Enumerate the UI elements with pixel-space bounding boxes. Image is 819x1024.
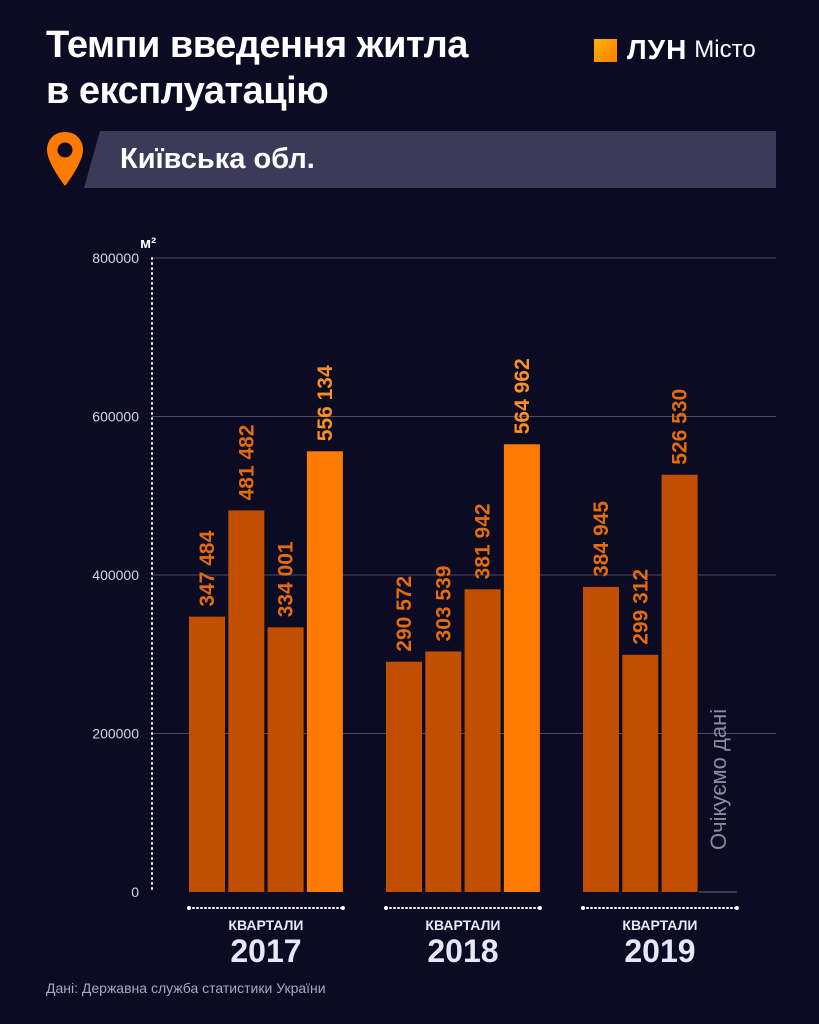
bar xyxy=(386,661,422,892)
bar xyxy=(228,510,265,892)
value-label: 384 945 xyxy=(590,501,613,577)
y-tick-label: 200000 xyxy=(92,726,139,742)
bar xyxy=(622,654,659,892)
logo-brand: ЛУН xyxy=(627,34,688,65)
location-pin-icon xyxy=(47,132,83,186)
bar xyxy=(583,586,619,892)
page-title: Темпи введення житла в експлуатацію xyxy=(46,22,468,114)
value-label: 556 134 xyxy=(314,365,337,441)
value-label: 526 530 xyxy=(669,389,692,465)
group-caption: КВАРТАЛИ xyxy=(622,917,697,933)
group-underline-end xyxy=(734,906,739,910)
title-line-1: Темпи введення житла xyxy=(46,24,468,66)
group-underline-end xyxy=(384,906,388,910)
logo-city: Місто xyxy=(694,36,756,63)
y-unit-label: м² xyxy=(140,235,156,252)
y-tick-label: 600000 xyxy=(92,409,139,425)
data-source: Дані: Державна служба статистики України xyxy=(46,980,326,996)
value-label: 290 572 xyxy=(393,576,416,652)
pending-data-label: Очікуємо дані xyxy=(706,709,731,850)
group-underline-end xyxy=(537,906,542,910)
lun-misto-logo: ЛУН Місто xyxy=(594,34,756,65)
y-tick-label: 800000 xyxy=(92,250,139,266)
y-tick-label: 0 xyxy=(131,884,139,900)
value-label: 334 001 xyxy=(275,541,298,617)
bar xyxy=(503,444,540,892)
y-axis: м² 0 200000 400000 600000 800000 xyxy=(92,235,156,900)
bar xyxy=(464,589,501,892)
value-label: 381 942 xyxy=(472,503,495,579)
title-line-2: в експлуатацію xyxy=(46,70,329,112)
group-year: 2017 xyxy=(230,933,301,969)
bar xyxy=(189,616,225,892)
bar xyxy=(306,451,343,892)
value-label: 481 482 xyxy=(235,425,258,501)
bar xyxy=(267,627,304,892)
bar xyxy=(661,474,698,892)
value-label: 299 312 xyxy=(629,569,652,645)
group-caption: КВАРТАЛИ xyxy=(228,917,303,933)
group-underline-end xyxy=(340,906,345,910)
value-label: 564 962 xyxy=(511,358,534,434)
group-caption: КВАРТАЛИ xyxy=(425,917,500,933)
group-year: 2018 xyxy=(427,933,498,969)
group-year: 2019 xyxy=(624,933,695,969)
value-label: 303 539 xyxy=(432,566,455,642)
bars xyxy=(189,444,698,892)
bar xyxy=(425,651,462,892)
region-banner xyxy=(84,131,776,188)
y-tick-label: 400000 xyxy=(92,567,139,583)
group-underline-end xyxy=(187,906,191,910)
value-labels: 347 484 481 482 334 001 556 134 290 572 303 5… xyxy=(196,358,737,893)
region-label: Київська обл. xyxy=(120,143,315,175)
value-label: 347 484 xyxy=(196,530,219,606)
group-underline-end xyxy=(581,906,585,910)
logo-square-icon xyxy=(594,38,617,62)
